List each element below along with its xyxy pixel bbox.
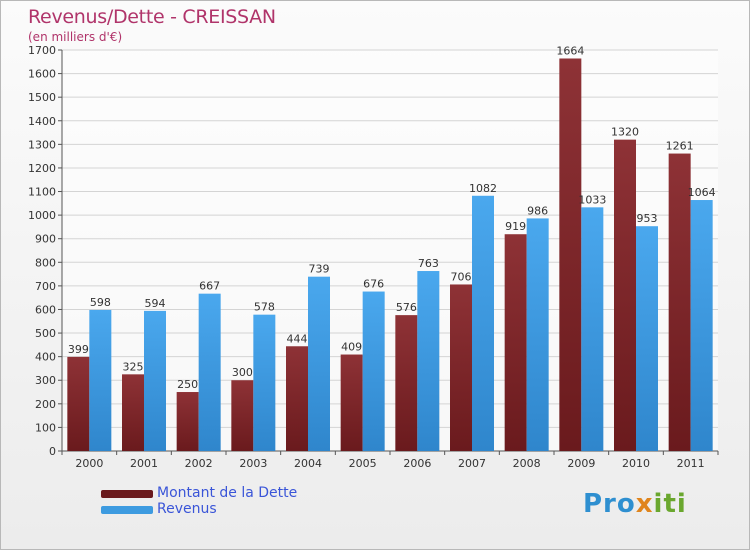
data-label-revenue: 763	[418, 257, 439, 270]
bar-debt	[614, 139, 636, 451]
legend-swatch-revenue	[101, 506, 153, 514]
data-label-debt: 1320	[611, 126, 639, 139]
y-tick-label: 1400	[28, 115, 56, 128]
bar-revenue	[472, 195, 494, 451]
data-label-debt: 325	[123, 360, 144, 373]
y-tick-label: 1100	[28, 186, 56, 199]
y-tick-label: 1500	[28, 91, 56, 104]
bar-debt	[67, 356, 90, 451]
y-tick-label: 1000	[28, 209, 56, 222]
x-tick-label: 2008	[513, 457, 541, 470]
legend-swatch-debt	[101, 490, 153, 498]
y-tick-label: 100	[35, 421, 56, 434]
bar-revenue	[198, 293, 221, 451]
x-tick-label: 2010	[622, 457, 650, 470]
data-label-revenue: 676	[363, 278, 384, 291]
data-label-revenue: 594	[145, 297, 166, 310]
data-label-debt: 250	[177, 378, 198, 391]
data-label-revenue: 578	[254, 301, 275, 314]
y-tick-label: 1200	[28, 162, 56, 175]
bar-revenue	[89, 309, 112, 451]
bar-revenue	[581, 207, 604, 451]
data-label-debt: 919	[505, 220, 526, 233]
y-tick-label: 300	[35, 374, 56, 387]
bar-revenue	[308, 276, 330, 451]
data-label-revenue: 1082	[469, 182, 497, 195]
x-tick-label: 2001	[130, 457, 158, 470]
y-tick-label: 400	[35, 351, 56, 364]
chart-subtitle: (en milliers d'€)	[28, 30, 123, 44]
data-label-revenue: 1064	[688, 186, 716, 199]
bar-debt	[668, 153, 691, 451]
data-label-debt: 444	[287, 332, 308, 345]
y-tick-label: 200	[35, 398, 56, 411]
y-tick-label: 0	[49, 445, 56, 458]
bar-revenue	[362, 291, 385, 451]
data-label-revenue: 953	[637, 212, 658, 225]
data-label-revenue: 986	[527, 204, 548, 217]
y-tick-label: 800	[35, 256, 56, 269]
data-label-revenue: 667	[199, 280, 220, 293]
x-tick-label: 2006	[403, 457, 431, 470]
data-label-debt: 576	[396, 301, 417, 314]
y-tick-label: 600	[35, 303, 56, 316]
data-label-revenue: 739	[309, 263, 330, 276]
bar-revenue	[636, 226, 658, 451]
data-label-revenue: 1033	[578, 193, 606, 206]
bar-debt	[504, 234, 527, 451]
bar-revenue	[253, 314, 276, 451]
y-tick-label: 500	[35, 327, 56, 340]
y-tick-label: 1700	[28, 44, 56, 57]
x-tick-label: 2002	[185, 457, 213, 470]
y-tick-label: 1300	[28, 138, 56, 151]
x-tick-label: 2004	[294, 457, 322, 470]
bar-debt	[450, 284, 472, 451]
x-tick-label: 2011	[677, 457, 705, 470]
bar-debt	[286, 346, 308, 451]
x-tick-label: 2007	[458, 457, 486, 470]
legend-label-debt: Montant de la Dette	[157, 485, 298, 501]
bar-debt	[231, 380, 254, 451]
data-label-revenue: 598	[90, 296, 111, 309]
y-tick-label: 1600	[28, 68, 56, 81]
plot-area	[62, 50, 718, 451]
legend-label-revenue: Revenus	[157, 501, 217, 517]
proxiti-logo: Proxiti	[583, 489, 687, 519]
data-label-debt: 706	[451, 270, 472, 283]
y-tick-label: 900	[35, 233, 56, 246]
bar-debt	[122, 374, 144, 451]
bar-debt	[176, 392, 199, 451]
bar-revenue	[526, 218, 549, 451]
x-tick-label: 2009	[567, 457, 595, 470]
data-label-debt: 1664	[556, 44, 584, 57]
bar-debt	[559, 58, 582, 452]
chart-title: Revenus/Dette - CREISSAN	[28, 6, 276, 28]
bar-revenue	[417, 271, 440, 451]
x-tick-label: 2000	[75, 457, 103, 470]
data-label-debt: 1261	[666, 140, 694, 153]
bar-revenue	[144, 310, 166, 451]
bar-debt	[340, 354, 363, 451]
x-tick-label: 2003	[239, 457, 267, 470]
data-label-debt: 409	[341, 341, 362, 354]
bar-revenue	[690, 200, 713, 451]
x-tick-label: 2005	[349, 457, 377, 470]
data-label-debt: 399	[68, 343, 89, 356]
bar-debt	[395, 315, 418, 451]
data-label-debt: 300	[232, 366, 253, 379]
y-tick-label: 700	[35, 280, 56, 293]
